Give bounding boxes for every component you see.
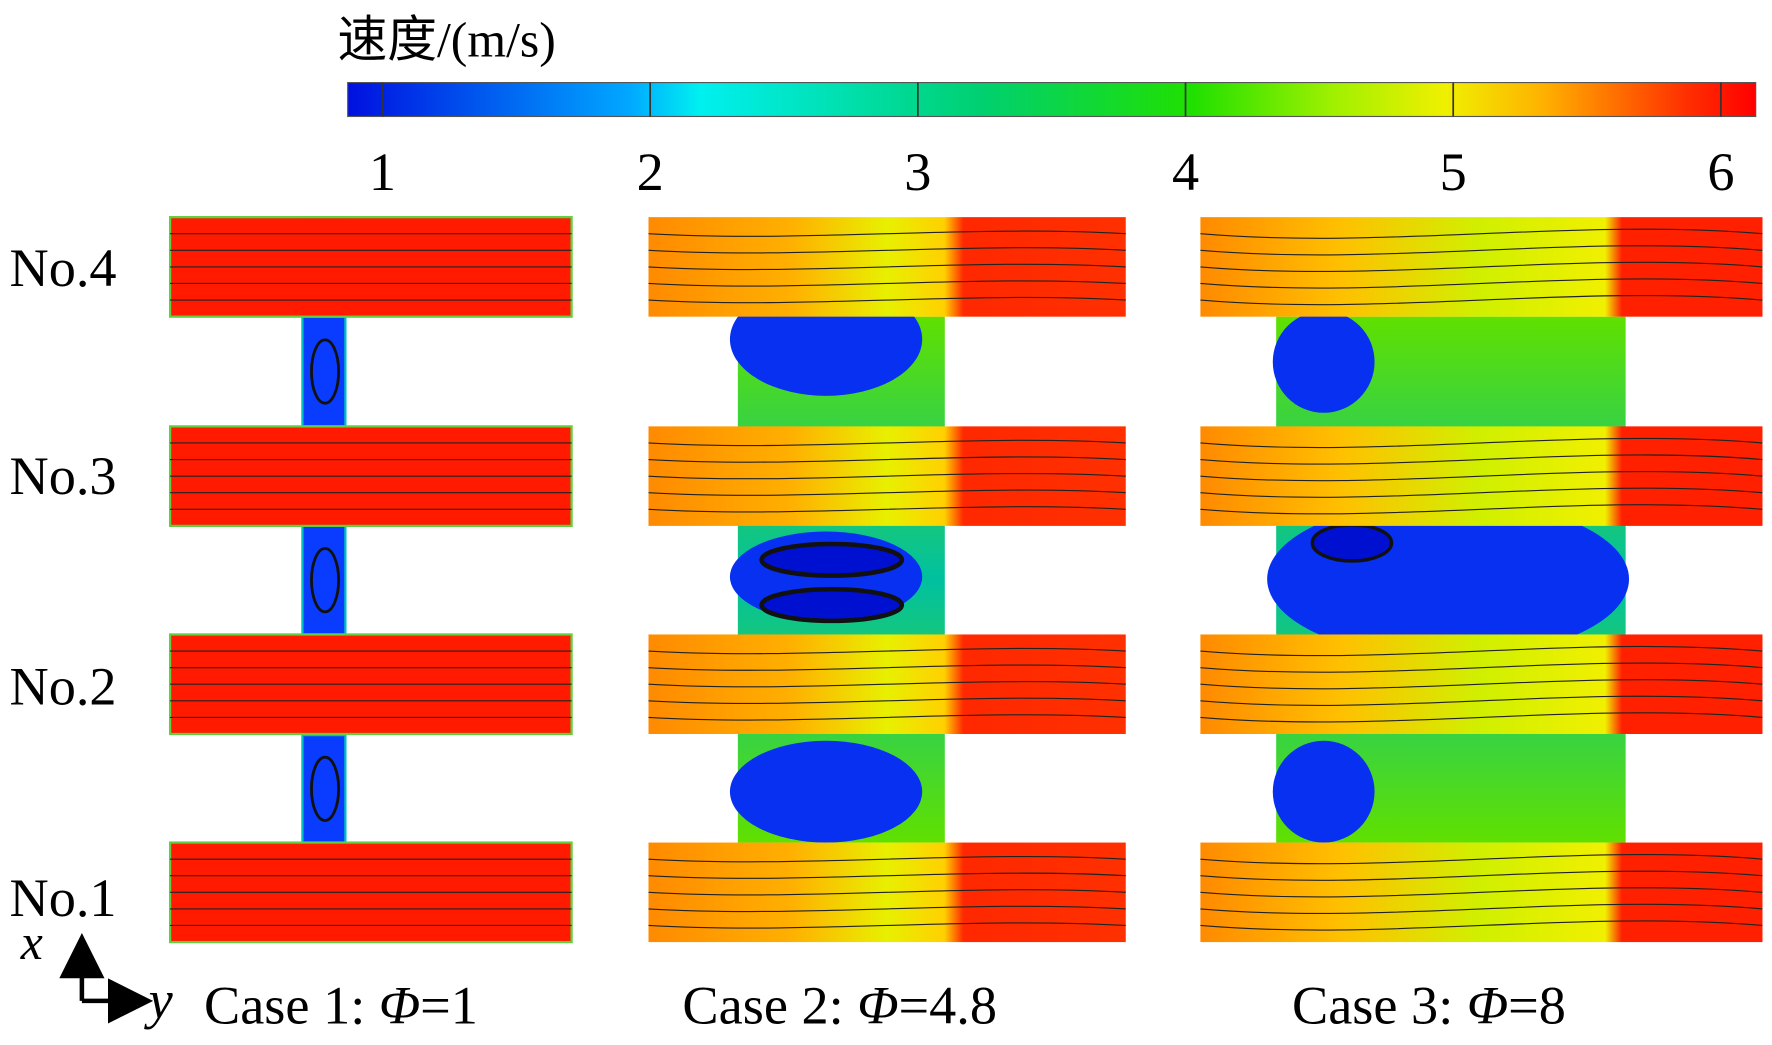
colorbar-title: 速度/(m/s) [337,13,555,68]
vortex [310,338,341,405]
low-velocity-zone [1272,311,1375,413]
streamline [648,647,1126,655]
colorbar [347,81,1757,118]
x-axis-label: x [20,915,43,970]
vortex [759,541,905,578]
vortex [310,755,341,822]
streamline [1200,245,1763,256]
case-3-domain [1200,217,1763,943]
streamline [648,506,1126,513]
streamline [1200,437,1763,449]
streamline [648,664,1126,671]
streamline [1200,228,1763,239]
colorbar-tick-label: 6 [1707,142,1734,202]
case-label: Case 2: Φ=4.8 [682,976,997,1036]
colorbar-tick-label: 1 [369,142,396,202]
streamline [1200,261,1763,273]
streamline [1200,504,1763,515]
colorbar-tick-label: 2 [637,142,664,202]
case-label: Case 1: Φ=1 [204,976,478,1036]
streamline [1200,454,1763,465]
streamline [1200,662,1763,673]
case-suffix: =8 [1508,976,1566,1036]
case-prefix: Case 1: [204,976,379,1036]
streamline [1200,854,1763,865]
vortex [1310,523,1394,563]
case-1-domain [168,216,573,944]
streamline [1200,487,1763,498]
streamline [648,872,1126,879]
colorbar-tick-label: 4 [1172,142,1199,202]
case-symbol: Φ [1467,976,1508,1036]
streamline [1200,712,1763,723]
row-label: No.2 [10,657,117,717]
colorbar-tick-label: 3 [904,142,931,202]
case-suffix: =1 [420,976,478,1036]
colorbar-tick-label: 5 [1440,142,1467,202]
streamline [1200,294,1763,306]
streamline [648,263,1126,271]
row-label: No.4 [10,238,117,298]
streamline [648,855,1126,863]
streamline [1200,887,1763,898]
streamline [648,714,1126,721]
vortex [759,586,905,624]
case-symbol: Φ [379,976,420,1036]
streamline [648,247,1126,254]
streamline [1200,920,1763,931]
streamline [648,439,1126,447]
case-prefix: Case 3: [1292,976,1467,1036]
streamline [1200,695,1763,706]
streamline [648,296,1126,304]
streamline [648,922,1126,929]
case-symbol: Φ [857,976,898,1036]
case-suffix: =4.8 [899,976,997,1036]
streamline [648,697,1126,704]
streamline [648,889,1126,896]
row-label: No.3 [10,446,117,506]
streamline [1200,278,1763,289]
streamline [648,681,1126,688]
case-label: Case 3: Φ=8 [1292,976,1566,1036]
vortex [310,547,341,614]
case-2-domain [648,217,1126,943]
streamline [648,230,1126,237]
streamline [1200,903,1763,915]
streamline [1200,679,1763,690]
low-velocity-zone [729,740,923,843]
axis-indicator: x y [20,915,174,1030]
streamline [1200,645,1763,657]
streamline [648,472,1126,480]
streamline [648,280,1126,287]
streamline [1200,470,1763,482]
streamline [1200,870,1763,881]
low-velocity-zone [1272,740,1375,843]
row-label: No.1 [10,868,117,928]
y-axis-label: y [144,970,174,1030]
case-prefix: Case 2: [682,976,857,1036]
streamline [648,489,1126,496]
streamline [648,905,1126,913]
streamline [648,456,1126,463]
